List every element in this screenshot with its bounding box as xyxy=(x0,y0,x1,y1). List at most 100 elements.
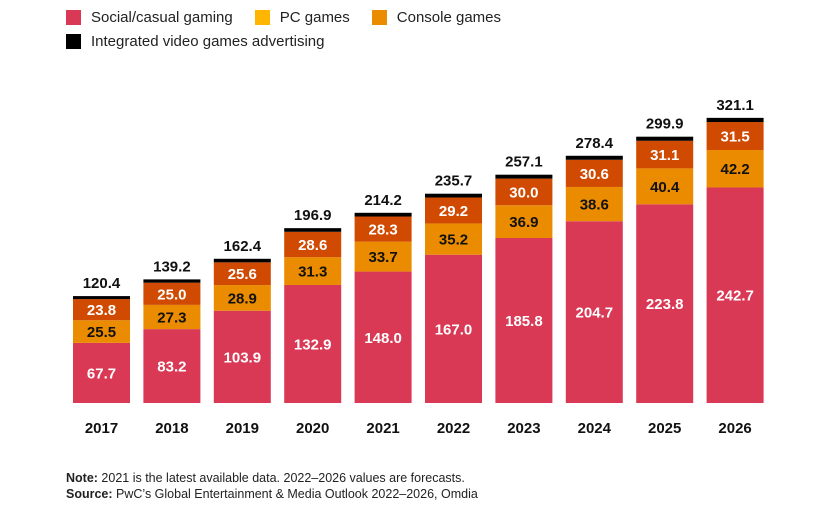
legend-swatch xyxy=(254,9,270,25)
data-label-pc: 36.9 xyxy=(509,214,538,231)
bar-segment-advertising xyxy=(73,296,130,300)
total-label: 278.4 xyxy=(576,135,614,152)
bar-segment-console xyxy=(565,159,623,187)
total-label: 299.9 xyxy=(646,116,684,133)
data-label-console: 25.0 xyxy=(157,286,186,303)
bar-segment-social xyxy=(213,310,271,403)
bar-segment-pc xyxy=(73,320,130,343)
x-tick-label: 2024 xyxy=(578,420,612,437)
bar-segment-console xyxy=(143,282,201,305)
bar-segment-pc xyxy=(354,241,412,272)
bar-segment-pc xyxy=(213,285,271,311)
bar-segment-console xyxy=(706,122,764,151)
bar-segment-pc xyxy=(284,257,342,285)
bar-segment-pc xyxy=(495,205,553,239)
bar-segment-social xyxy=(73,342,130,403)
bar-segment-advertising xyxy=(213,258,271,263)
x-tick-label: 2021 xyxy=(366,420,399,437)
total-label: 257.1 xyxy=(505,154,543,171)
total-label: 196.9 xyxy=(294,207,332,224)
data-label-pc: 25.5 xyxy=(87,324,116,341)
legend-item-console: Console games xyxy=(371,8,502,26)
data-label-console: 30.0 xyxy=(509,184,538,201)
data-label-social: 242.7 xyxy=(716,288,754,305)
source-text: PwC’s Global Entertainment & Media Outlo… xyxy=(112,487,478,501)
bar-segment-social xyxy=(706,187,764,403)
data-label-console: 30.6 xyxy=(580,166,609,183)
legend-label: Integrated video games advertising xyxy=(91,32,325,50)
data-label-pc: 31.3 xyxy=(298,264,327,281)
x-tick-label: 2018 xyxy=(155,420,188,437)
bar-segment-pc xyxy=(706,150,764,188)
data-label-console: 25.6 xyxy=(228,266,257,283)
data-label-pc: 27.3 xyxy=(157,309,186,326)
data-label-pc: 38.6 xyxy=(580,197,609,214)
x-tick-label: 2023 xyxy=(507,420,540,437)
legend-label: Console games xyxy=(396,8,502,26)
legend: Social/casual gaming PC games Console ga… xyxy=(66,5,523,53)
data-label-social: 67.7 xyxy=(87,365,116,382)
total-label: 321.1 xyxy=(716,97,754,114)
bar-segment-console xyxy=(213,262,271,286)
data-label-console: 23.8 xyxy=(87,302,116,319)
chart-notes: Note: 2021 is the latest available data.… xyxy=(66,470,478,502)
data-label-console: 29.2 xyxy=(439,203,468,220)
source-label: Source: xyxy=(66,487,113,501)
bar-segment-advertising xyxy=(565,155,623,160)
data-label-social: 167.0 xyxy=(435,321,473,338)
legend-swatch xyxy=(66,33,81,49)
bar-segment-social xyxy=(495,238,553,403)
bar-segment-social xyxy=(284,284,342,403)
legend-swatch xyxy=(371,9,387,25)
x-tick-label: 2022 xyxy=(437,420,470,437)
bar-segment-advertising xyxy=(706,117,764,123)
data-label-social: 204.7 xyxy=(576,305,614,322)
bar-segment-console xyxy=(636,140,694,169)
bar-segment-console xyxy=(284,231,342,258)
legend-item-social: Social/casual gaming xyxy=(66,9,233,26)
bar-segment-advertising xyxy=(636,136,694,141)
total-label: 235.7 xyxy=(435,173,473,190)
data-label-console: 31.1 xyxy=(650,147,679,164)
bar-segment-console xyxy=(354,216,412,242)
legend-item-pc: PC games xyxy=(254,8,350,26)
bar-segment-advertising xyxy=(495,174,553,179)
bar-segment-social xyxy=(354,271,412,403)
note-line: Note: 2021 is the latest available data.… xyxy=(66,470,478,486)
bar-segment-advertising xyxy=(284,228,342,232)
data-label-pc: 35.2 xyxy=(439,232,468,249)
data-label-pc: 28.9 xyxy=(228,290,257,307)
legend-label: PC games xyxy=(279,8,350,26)
bar-segment-social xyxy=(425,254,482,403)
data-label-social: 132.9 xyxy=(294,336,332,353)
source-line: Source: PwC’s Global Entertainment & Med… xyxy=(66,486,478,502)
bar-segment-advertising xyxy=(143,279,201,283)
bar-segment-pc xyxy=(143,304,201,330)
x-tick-label: 2017 xyxy=(85,420,118,437)
total-label: 139.2 xyxy=(153,258,191,275)
total-label: 120.4 xyxy=(83,275,121,292)
note-label: Note: xyxy=(66,471,98,485)
data-label-console: 31.5 xyxy=(720,129,749,146)
legend-item-advertising: Integrated video games advertising xyxy=(66,33,324,50)
data-label-pc: 42.2 xyxy=(720,161,749,178)
bar-segment-console xyxy=(73,299,130,321)
bar-segment-social xyxy=(143,329,201,403)
bar-segment-advertising xyxy=(354,212,412,217)
bar-segment-console xyxy=(425,197,482,224)
data-label-social: 185.8 xyxy=(505,313,543,330)
data-label-pc: 33.7 xyxy=(368,249,397,266)
bar-segment-pc xyxy=(636,168,694,205)
total-label: 162.4 xyxy=(224,238,262,255)
data-label-console: 28.6 xyxy=(298,237,327,254)
total-label: 214.2 xyxy=(364,192,402,209)
data-label-social: 103.9 xyxy=(224,349,262,366)
data-label-social: 223.8 xyxy=(646,296,684,313)
data-label-social: 83.2 xyxy=(157,359,186,376)
bar-segment-console xyxy=(495,178,553,206)
x-tick-label: 2019 xyxy=(226,420,259,437)
bar-segment-pc xyxy=(565,186,623,222)
note-text: 2021 is the latest available data. 2022–… xyxy=(97,471,465,485)
bar-segment-social xyxy=(565,221,623,403)
